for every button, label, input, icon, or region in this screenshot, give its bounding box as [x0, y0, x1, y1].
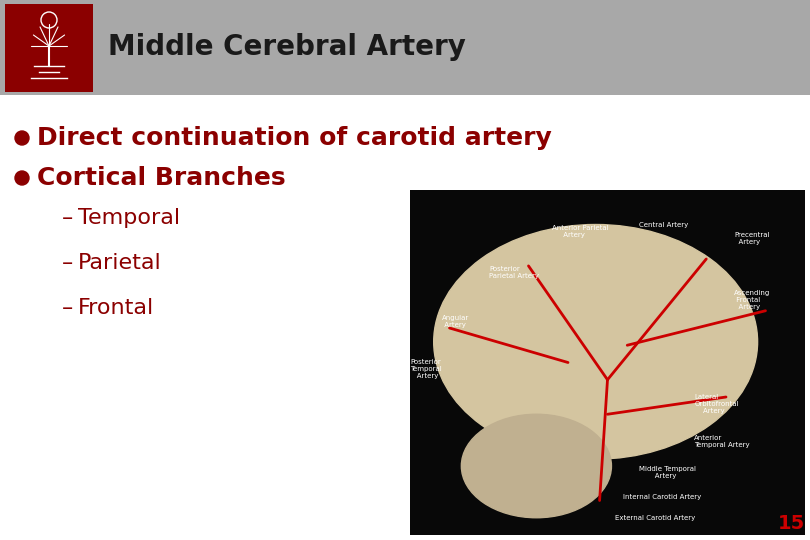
Text: Middle Cerebral Artery: Middle Cerebral Artery	[108, 33, 466, 61]
Ellipse shape	[462, 414, 612, 518]
Bar	[410, 190, 805, 535]
Text: Ascending
 Frontal
  Artery: Ascending Frontal Artery	[734, 291, 770, 310]
Text: Anterior Parietal
     Artery: Anterior Parietal Artery	[552, 225, 609, 238]
Text: Posterior
Parietal Artery: Posterior Parietal Artery	[489, 266, 539, 279]
Text: Direct continuation of carotid artery: Direct continuation of carotid artery	[37, 126, 552, 150]
Text: Temporal: Temporal	[78, 208, 180, 228]
Text: –: –	[62, 253, 73, 273]
Bar	[0, 95, 810, 540]
Bar	[0, 0, 810, 95]
Text: Internal Carotid Artery: Internal Carotid Artery	[624, 494, 701, 500]
Text: Precentral
  Artery: Precentral Artery	[734, 232, 770, 245]
Text: Frontal: Frontal	[78, 298, 154, 318]
Text: –: –	[62, 208, 73, 228]
Text: Posterior
Temporal
   Artery: Posterior Temporal Artery	[410, 360, 441, 380]
Text: Anterior
Temporal Artery: Anterior Temporal Artery	[694, 435, 750, 448]
Text: –: –	[62, 298, 73, 318]
Text: External Carotid Artery: External Carotid Artery	[616, 515, 696, 521]
Bar	[5, 4, 93, 92]
Text: Lateral
Orbitofrontal
    Artery: Lateral Orbitofrontal Artery	[694, 394, 739, 414]
Circle shape	[15, 131, 29, 145]
Text: Central Artery: Central Artery	[639, 221, 688, 227]
Ellipse shape	[433, 225, 757, 459]
Text: Parietal: Parietal	[78, 253, 162, 273]
Text: Cortical Branches: Cortical Branches	[37, 166, 286, 190]
Text: Middle Temporal
       Artery: Middle Temporal Artery	[639, 467, 696, 480]
Text: Angular
 Artery: Angular Artery	[441, 315, 469, 328]
Circle shape	[15, 171, 29, 185]
Text: 15: 15	[778, 514, 805, 533]
